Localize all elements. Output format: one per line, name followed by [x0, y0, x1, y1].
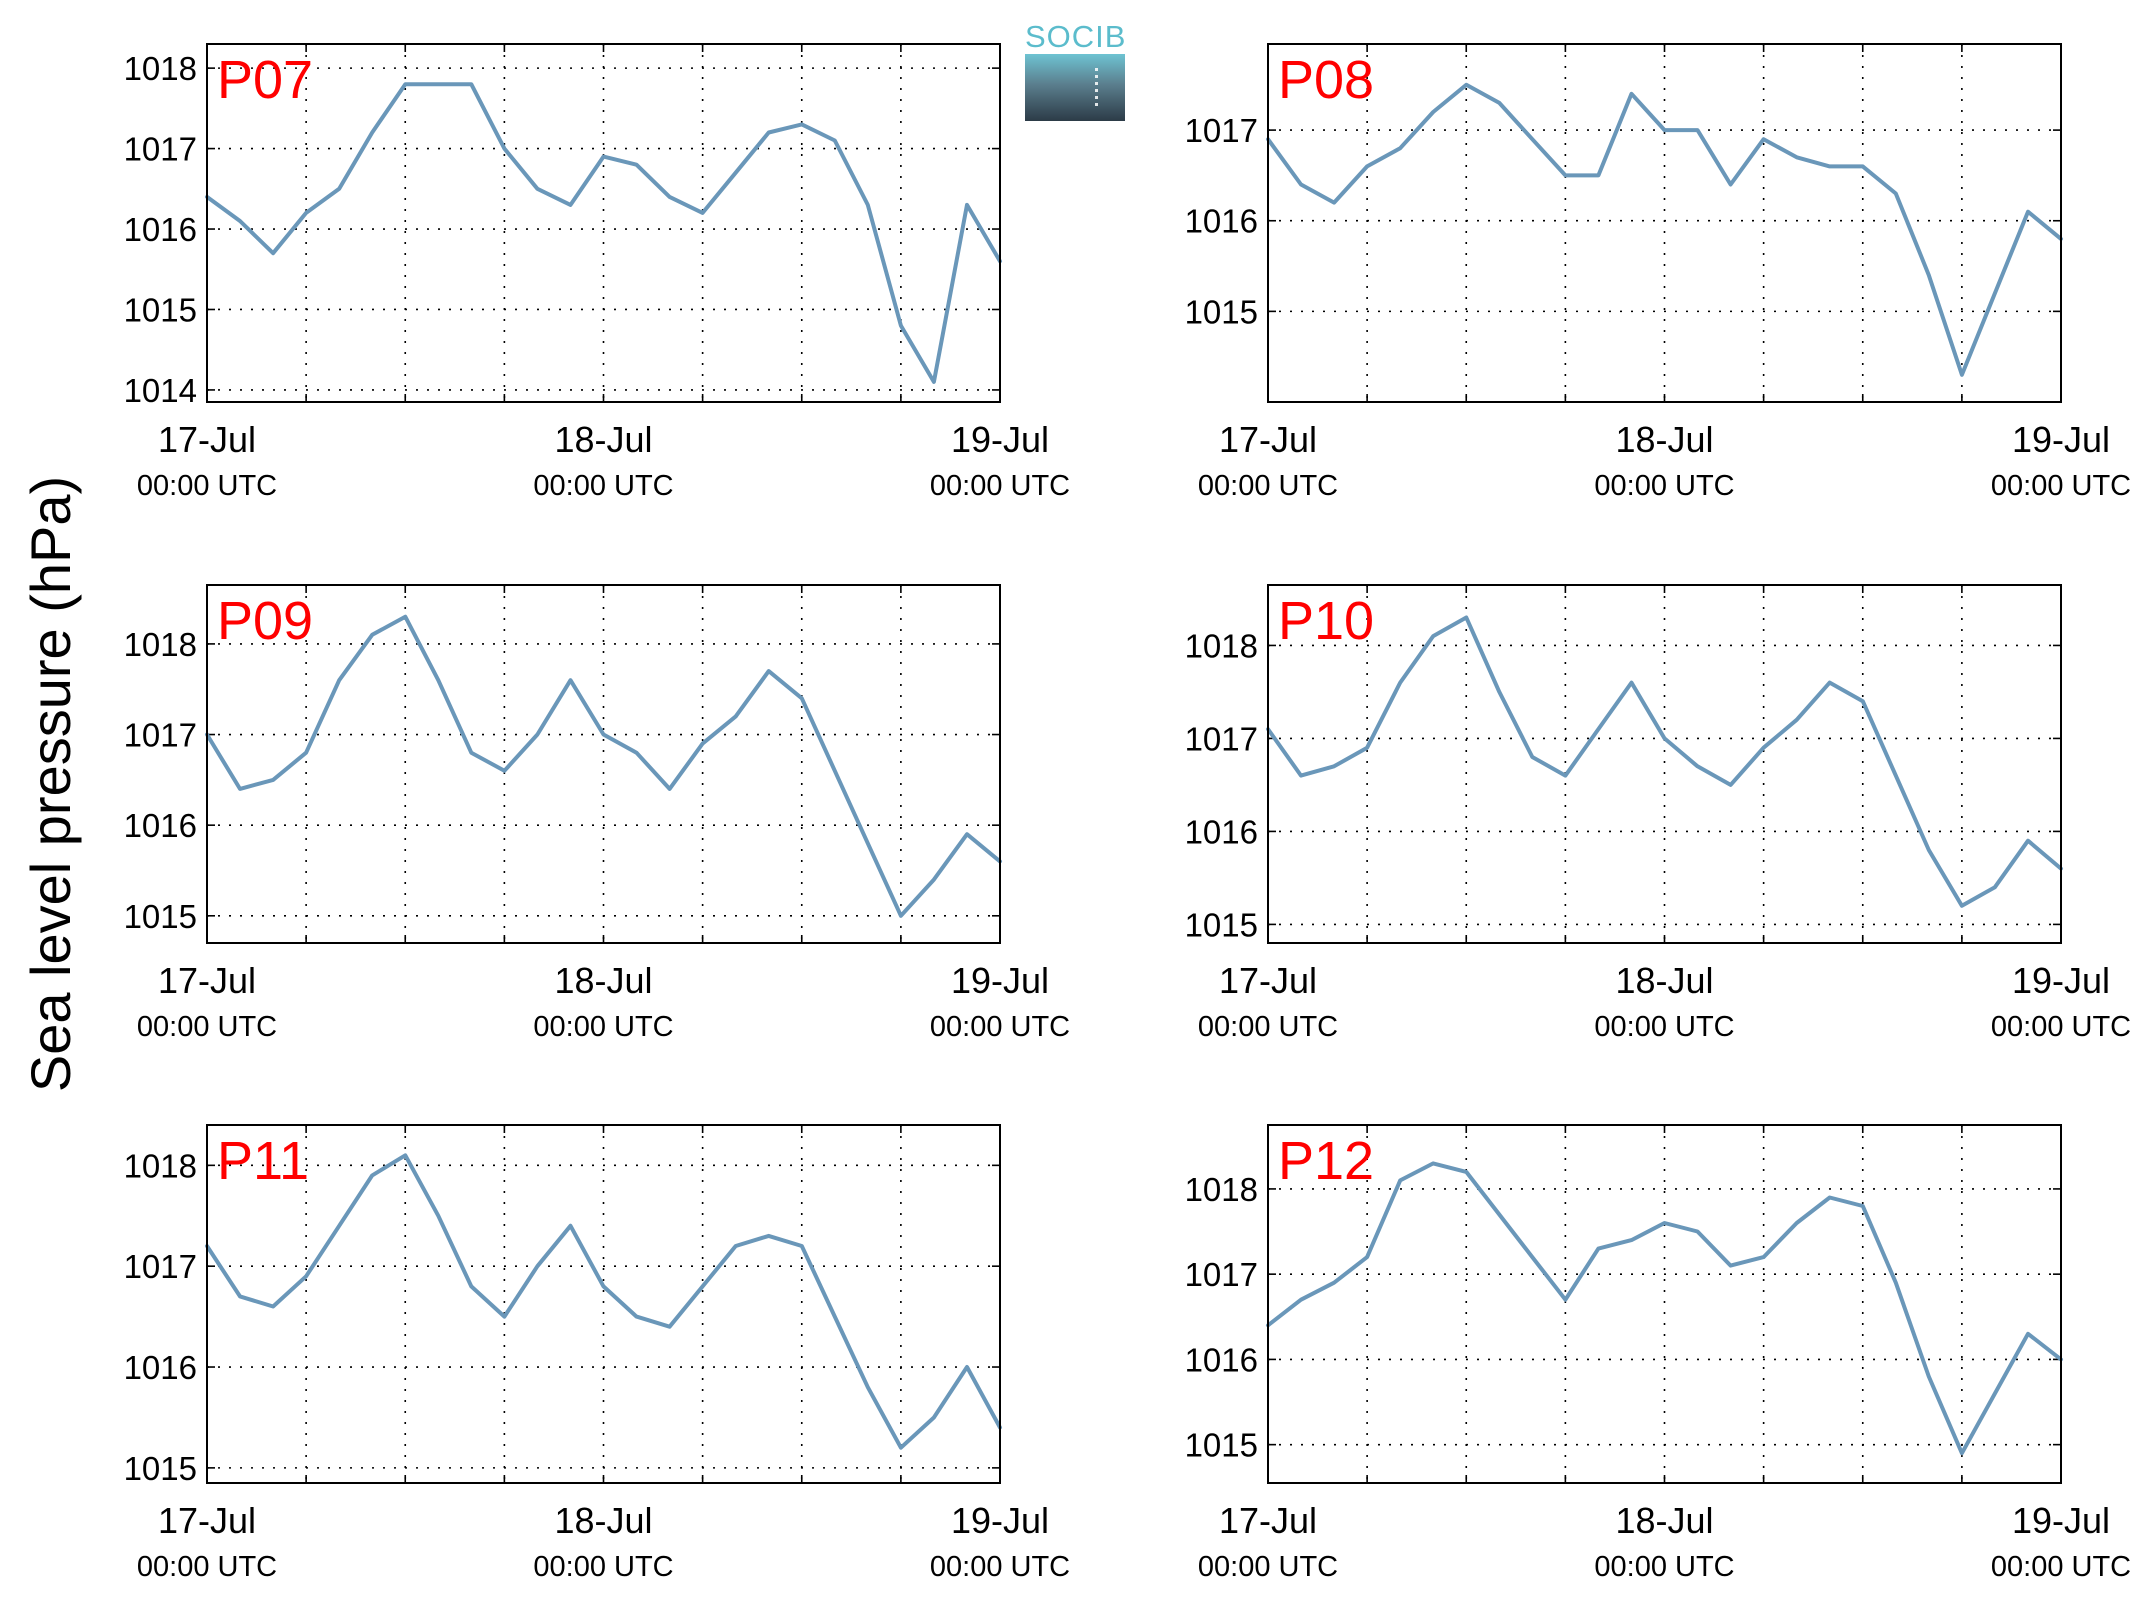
x-tick-label-time: 00:00 UTC: [930, 1011, 1070, 1043]
x-tick-label-date: 17-Jul: [158, 1500, 256, 1541]
chart-panel-p11: 1015 1016 1017 1018 17-Jul 00:00 UTC 18-Jul 00:…: [124, 1124, 1070, 1583]
y-tick-label: 1016: [124, 1349, 197, 1386]
x-tick-label-time: 00:00 UTC: [930, 470, 1070, 502]
y-tick-label: 1015: [124, 898, 197, 935]
x-tick-label-time: 00:00 UTC: [1198, 1011, 1338, 1043]
y-tick-label: 1015: [124, 291, 197, 328]
axes-frame: [1267, 584, 2062, 944]
x-tick-label-time: 00:00 UTC: [137, 1551, 277, 1583]
pressure-series-line: [1266, 1161, 2063, 1456]
logo-mark: [1095, 68, 1098, 108]
panel-label: P07: [217, 50, 313, 110]
x-tick-label-date: 19-Jul: [2012, 1500, 2110, 1541]
y-tick-label: 1016: [1185, 813, 1258, 850]
y-tick-label: 1017: [124, 131, 197, 168]
y-tick-label: 1018: [1185, 1171, 1258, 1208]
pressure-series-line: [1266, 615, 2063, 908]
figure-ylabel: Sea level pressure (hPa): [19, 476, 82, 1092]
y-tick-label: 1015: [124, 1450, 197, 1487]
axes-frame: [206, 1124, 1001, 1484]
panel-label: P08: [1278, 50, 1374, 110]
x-tick-label-date: 18-Jul: [1615, 960, 1713, 1001]
panel-label: P10: [1278, 591, 1374, 651]
x-tick-label-time: 00:00 UTC: [930, 1551, 1070, 1583]
x-tick-label-time: 00:00 UTC: [1198, 1551, 1338, 1583]
x-tick-label-date: 17-Jul: [158, 419, 256, 460]
y-tick-label: 1017: [124, 1248, 197, 1285]
chart-panel-p12: 1015 1016 1017 1018 17-Jul 00:00 UTC 18-Jul 00:…: [1185, 1124, 2131, 1583]
x-tick-label-date: 18-Jul: [554, 960, 652, 1001]
axes-frame: [1267, 1124, 2062, 1484]
pressure-series-line: [205, 614, 1002, 918]
logo-box: [1025, 54, 1125, 121]
panel-label: P11: [217, 1131, 309, 1191]
x-tick-label-time: 00:00 UTC: [1991, 470, 2131, 502]
x-tick-label-date: 18-Jul: [554, 419, 652, 460]
x-tick-label-time: 00:00 UTC: [1594, 470, 1734, 502]
x-tick-label-time: 00:00 UTC: [1991, 1551, 2131, 1583]
x-tick-label-date: 17-Jul: [158, 960, 256, 1001]
x-tick-label-time: 00:00 UTC: [1594, 1011, 1734, 1043]
x-tick-label-date: 19-Jul: [951, 1500, 1049, 1541]
x-tick-label-time: 00:00 UTC: [533, 1011, 673, 1043]
y-tick-label: 1016: [1185, 1341, 1258, 1378]
x-tick-label-date: 18-Jul: [1615, 1500, 1713, 1541]
y-tick-label: 1018: [124, 50, 197, 87]
socib-logo: SOCIB: [1025, 20, 1125, 121]
x-tick-label-time: 00:00 UTC: [137, 1011, 277, 1043]
y-tick-label: 1018: [124, 626, 197, 663]
y-tick-label: 1015: [1185, 1427, 1258, 1464]
axes-frame: [206, 584, 1001, 944]
axes-frame: [206, 43, 1001, 403]
x-tick-label-time: 00:00 UTC: [1198, 470, 1338, 502]
x-tick-label-time: 00:00 UTC: [1594, 1551, 1734, 1583]
x-tick-label-time: 00:00 UTC: [533, 1551, 673, 1583]
panel-label: P12: [1278, 1131, 1374, 1191]
y-tick-label: 1018: [124, 1147, 197, 1184]
pressure-series-line: [1266, 82, 2063, 377]
x-tick-label-date: 17-Jul: [1219, 419, 1317, 460]
x-tick-label-time: 00:00 UTC: [1991, 1011, 2131, 1043]
y-tick-label: 1017: [124, 717, 197, 754]
x-tick-label-date: 18-Jul: [1615, 419, 1713, 460]
chart-panel-p09: 1015 1016 1017 1018 17-Jul 00:00 UTC 18-Jul 00:…: [124, 584, 1070, 1043]
x-tick-label-time: 00:00 UTC: [533, 470, 673, 502]
chart-panel-p08: 1015 1016 1017 17-Jul 00:00 UTC 18-Jul 00:00 U…: [1185, 43, 2131, 502]
logo-text: SOCIB: [1025, 19, 1127, 54]
chart-panel-p10: 1015 1016 1017 1018 17-Jul 00:00 UTC 18-Jul 00:…: [1185, 584, 2131, 1043]
pressure-series-line: [205, 1153, 1002, 1450]
x-tick-label-date: 17-Jul: [1219, 960, 1317, 1001]
y-tick-label: 1015: [1185, 293, 1258, 330]
y-tick-label: 1017: [1185, 112, 1258, 149]
y-tick-label: 1016: [124, 211, 197, 248]
y-tick-label: 1014: [124, 372, 197, 409]
panel-label: P09: [217, 591, 313, 651]
x-tick-label-date: 17-Jul: [1219, 1500, 1317, 1541]
y-tick-label: 1017: [1185, 1256, 1258, 1293]
x-tick-label-date: 19-Jul: [951, 960, 1049, 1001]
x-tick-label-date: 19-Jul: [951, 419, 1049, 460]
y-tick-label: 1016: [124, 807, 197, 844]
pressure-series-line: [205, 82, 1002, 384]
panels: 1014 1015 1016 1017 1018 17-Jul 00:00 UTC 18-Ju…: [124, 43, 2131, 1583]
chart-panel-p07: 1014 1015 1016 1017 1018 17-Jul 00:00 UTC 18-Ju…: [124, 43, 1070, 502]
y-tick-label: 1017: [1185, 720, 1258, 757]
x-tick-label-date: 19-Jul: [2012, 419, 2110, 460]
x-tick-label-time: 00:00 UTC: [137, 470, 277, 502]
y-tick-label: 1015: [1185, 906, 1258, 943]
y-tick-label: 1016: [1185, 203, 1258, 240]
y-tick-label: 1018: [1185, 627, 1258, 664]
axes-frame: [1267, 43, 2062, 403]
x-tick-label-date: 18-Jul: [554, 1500, 652, 1541]
x-tick-label-date: 19-Jul: [2012, 960, 2110, 1001]
